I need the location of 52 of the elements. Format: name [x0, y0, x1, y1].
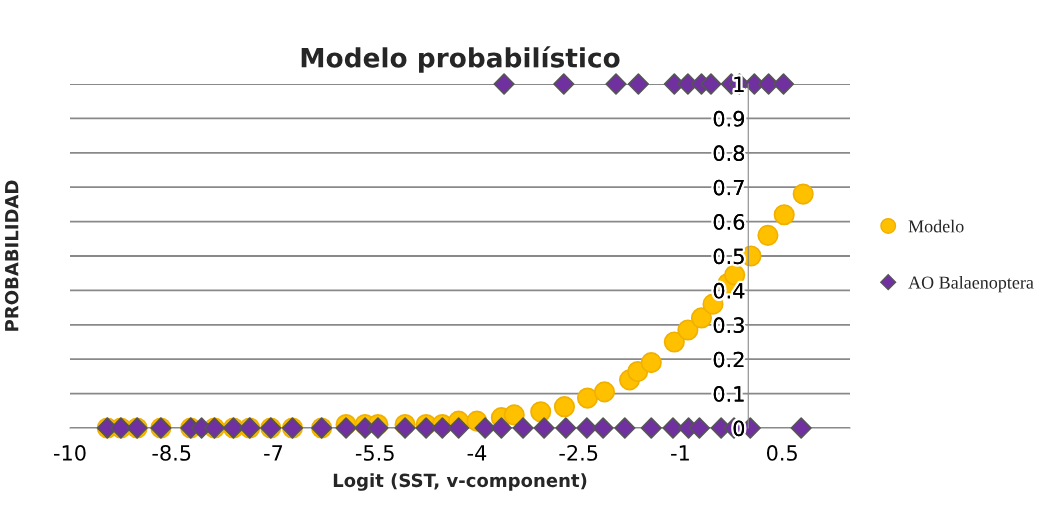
point — [792, 183, 814, 205]
y-tick-label: 0.6 — [713, 214, 745, 230]
y-tick-label: 0.1 — [713, 386, 744, 402]
point — [576, 417, 598, 439]
point — [627, 73, 650, 95]
y-tick-label: 0.7 — [713, 179, 744, 196]
x-tick-label: -2.5 — [559, 445, 598, 461]
point — [773, 204, 795, 226]
point — [553, 73, 575, 95]
point — [757, 224, 779, 246]
y-tick-label: 1 — [734, 76, 744, 92]
point — [640, 352, 662, 374]
point — [447, 417, 470, 439]
point — [503, 404, 525, 426]
point — [605, 73, 627, 95]
y-tick-label: 0.9 — [713, 110, 745, 127]
x-tick-label: 0.5 — [766, 445, 797, 461]
y-axis-title: PROBABILIDAD — [4, 180, 19, 331]
point — [663, 331, 685, 353]
x-tick-label: -7 — [264, 445, 283, 461]
y-tick-label: 0 — [733, 420, 745, 437]
x-tick-label: -4 — [467, 445, 487, 461]
point — [677, 319, 699, 341]
point — [493, 73, 515, 95]
point — [614, 417, 636, 439]
y-tick-label: 0.3 — [713, 317, 744, 334]
x-tick-label: -10 — [54, 445, 86, 461]
y-tick-label: 0.2 — [713, 351, 744, 368]
legend-label: Modelo — [908, 219, 964, 233]
x-tick-label: -1 — [671, 445, 689, 461]
point — [772, 73, 795, 95]
point — [688, 417, 711, 439]
point — [592, 417, 614, 439]
x-axis-title: Logit (SST, v-component) — [333, 473, 587, 491]
x-tick-label: -5.5 — [355, 445, 394, 461]
point — [576, 387, 599, 409]
chart-title: Modelo probabilístico — [301, 46, 620, 73]
point — [474, 417, 496, 439]
x-tick-label: -8.5 — [152, 445, 191, 461]
y-tick-label: 0.8 — [713, 145, 745, 162]
point — [512, 417, 534, 439]
point — [533, 417, 555, 439]
point — [790, 417, 812, 439]
point — [690, 307, 713, 329]
legend-label: AO Balaenoptera — [908, 275, 1034, 293]
point — [555, 417, 577, 439]
point — [593, 381, 616, 403]
point — [530, 401, 552, 423]
point — [640, 417, 662, 439]
point — [553, 396, 576, 418]
point — [700, 73, 722, 95]
point — [490, 417, 513, 439]
